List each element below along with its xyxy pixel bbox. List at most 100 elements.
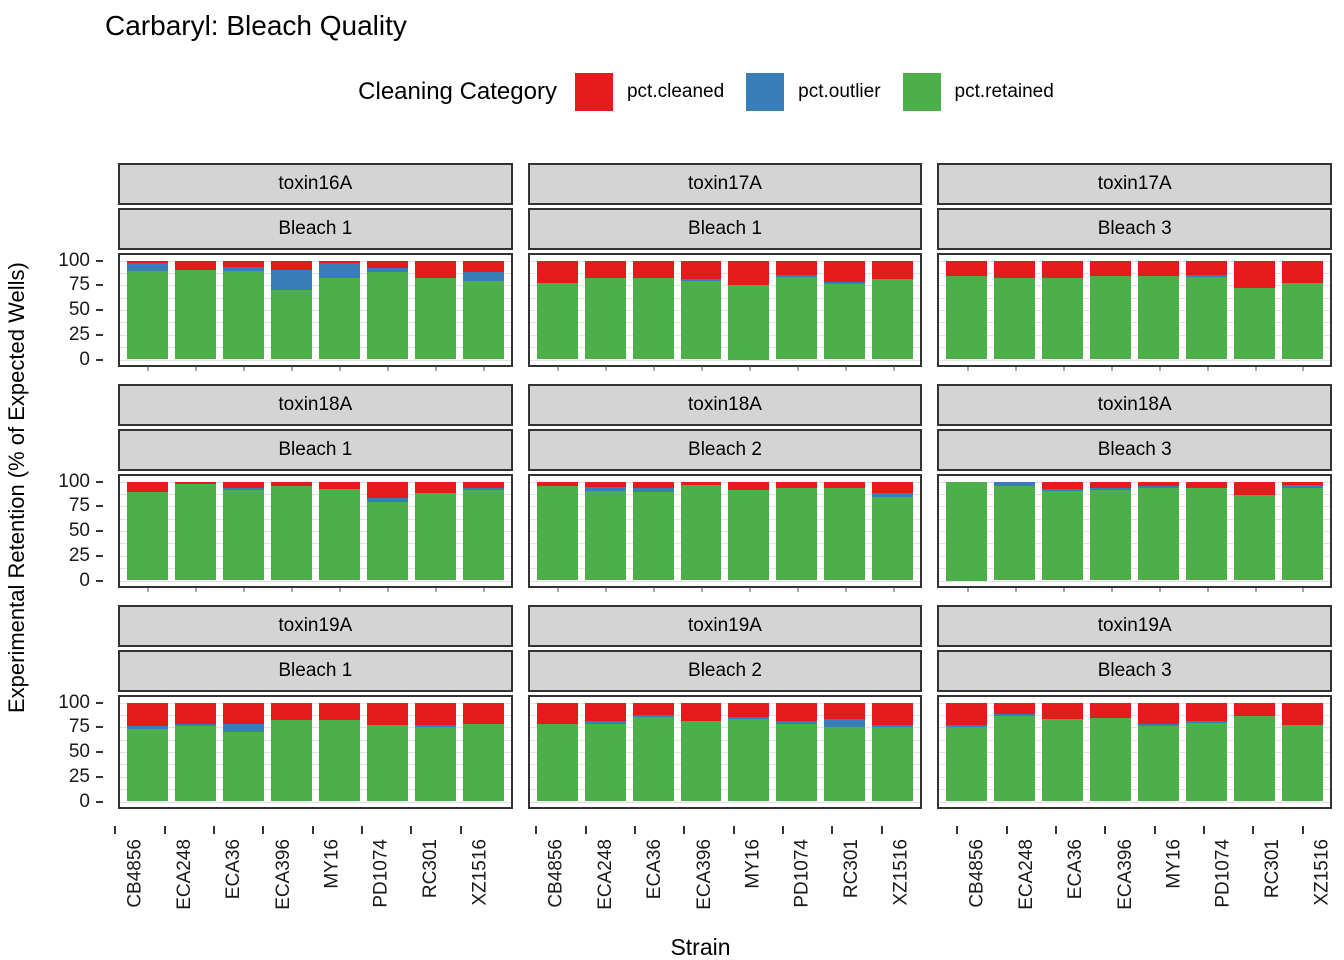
bar-segment-cleaned bbox=[1282, 481, 1323, 486]
stacked-bar bbox=[174, 481, 216, 581]
stacked-bar bbox=[366, 260, 408, 360]
bar-segment-retained bbox=[680, 485, 722, 581]
facet: toxin19A Bleach 2 bbox=[527, 605, 923, 809]
gridline bbox=[120, 776, 511, 778]
stacked-bar bbox=[1042, 481, 1084, 581]
bar-segment-cleaned bbox=[1042, 481, 1084, 490]
bar-segment-retained bbox=[946, 276, 988, 360]
bar-segment-outlier bbox=[1282, 485, 1323, 489]
bar-segment-outlier bbox=[1090, 488, 1132, 491]
facet-panel bbox=[118, 474, 513, 588]
bar-segment-cleaned bbox=[318, 481, 360, 490]
bar-segment-cleaned bbox=[174, 260, 216, 271]
bar-segment-outlier bbox=[824, 719, 866, 728]
facet-strip-toxin: toxin19A bbox=[118, 605, 513, 647]
bar-segment-cleaned bbox=[946, 260, 988, 277]
bar-segment-cleaned bbox=[632, 260, 674, 279]
bar-segment-retained bbox=[1138, 488, 1180, 581]
stacked-bar bbox=[270, 260, 312, 360]
panel-subticks bbox=[528, 588, 923, 593]
bar-segment-cleaned bbox=[462, 260, 504, 273]
bar-segment-cleaned bbox=[1234, 260, 1276, 289]
bar-segment-retained bbox=[414, 278, 456, 360]
stacked-bar bbox=[270, 481, 312, 581]
x-tick-mark bbox=[535, 826, 538, 834]
bars-area bbox=[536, 260, 914, 360]
bar-segment-cleaned bbox=[1138, 260, 1180, 277]
bar-segment-retained bbox=[414, 727, 456, 802]
bar-segment-retained bbox=[462, 724, 504, 802]
bar-segment-cleaned bbox=[1186, 702, 1228, 722]
subtick-slot bbox=[728, 367, 769, 372]
x-tick-mark bbox=[1252, 826, 1255, 834]
stacked-bar bbox=[366, 702, 408, 802]
bar-segment-cleaned bbox=[994, 702, 1036, 715]
subtick-mark bbox=[1014, 367, 1017, 371]
stacked-bar bbox=[462, 702, 504, 802]
bar-segment-outlier bbox=[222, 267, 264, 272]
bar-segment-cleaned bbox=[536, 481, 578, 487]
stacked-bar bbox=[1186, 260, 1228, 360]
bar-segment-cleaned bbox=[270, 481, 312, 487]
bar-segment-cleaned bbox=[1042, 702, 1084, 720]
gridline bbox=[939, 752, 1331, 753]
subtick-slot bbox=[681, 588, 722, 593]
bar-segment-outlier bbox=[127, 263, 168, 272]
gridline bbox=[120, 322, 511, 324]
bar-segment-retained bbox=[1282, 725, 1323, 802]
bar-segment-cleaned bbox=[536, 702, 578, 725]
bar-segment-cleaned bbox=[1234, 702, 1276, 717]
bar-segment-retained bbox=[366, 502, 408, 581]
subtick-mark bbox=[557, 367, 560, 371]
gridline bbox=[939, 359, 1331, 361]
stacked-bar bbox=[776, 702, 818, 802]
bar-segment-outlier bbox=[872, 493, 914, 498]
bar-segment-retained bbox=[1234, 288, 1276, 360]
bar-segment-cleaned bbox=[270, 702, 312, 721]
x-tick-slot: MY16 bbox=[712, 826, 764, 926]
bar-segment-retained bbox=[1282, 488, 1323, 581]
subtick-slot bbox=[537, 367, 578, 372]
facet: toxin16A Bleach 1 bbox=[118, 163, 513, 371]
y-tick-label: 75 bbox=[68, 274, 90, 296]
bars-area bbox=[536, 702, 914, 802]
stacked-bar bbox=[584, 481, 626, 581]
y-tick-label: 100 bbox=[58, 691, 90, 713]
subtick-mark bbox=[195, 588, 198, 592]
bars-area bbox=[946, 702, 1323, 802]
bar-segment-cleaned bbox=[462, 702, 504, 725]
gridline bbox=[529, 493, 921, 495]
stacked-bar bbox=[872, 481, 914, 581]
gridline bbox=[529, 580, 921, 582]
y-tick-label: 50 bbox=[68, 741, 90, 762]
subtick-slot bbox=[415, 367, 456, 372]
gridline bbox=[120, 334, 511, 336]
stacked-bar bbox=[946, 481, 988, 581]
bar-segment-retained bbox=[584, 491, 626, 581]
bars-area bbox=[127, 260, 504, 360]
gridline bbox=[120, 543, 511, 545]
bar-segment-retained bbox=[366, 272, 408, 360]
bar-segment-cleaned bbox=[946, 702, 988, 726]
gridline bbox=[939, 272, 1331, 274]
gridline bbox=[529, 702, 921, 704]
facet-panel bbox=[527, 253, 923, 367]
gridline bbox=[120, 310, 511, 311]
bar-segment-outlier bbox=[222, 724, 264, 733]
subtick-mark bbox=[844, 588, 847, 592]
gridline bbox=[939, 789, 1331, 791]
bar-segment-outlier bbox=[776, 275, 818, 278]
subtick-mark bbox=[844, 367, 847, 371]
facet-panel bbox=[527, 695, 923, 809]
x-tick-mark bbox=[831, 826, 834, 834]
subtick-slot bbox=[175, 367, 216, 372]
x-tick-slot: CB4856 bbox=[93, 826, 145, 926]
facet-strip-toxin: toxin16A bbox=[118, 163, 513, 205]
x-tick-mark bbox=[1153, 826, 1156, 834]
x-tick-slot: ECA396 bbox=[662, 826, 714, 926]
facet-grid: 100 75 50 25 0 toxin16A Bleach 1 toxin17A Bleach… bbox=[34, 163, 1333, 812]
gridline bbox=[529, 285, 921, 287]
y-tick-label: 0 bbox=[79, 348, 90, 370]
bar-segment-outlier bbox=[366, 498, 408, 503]
